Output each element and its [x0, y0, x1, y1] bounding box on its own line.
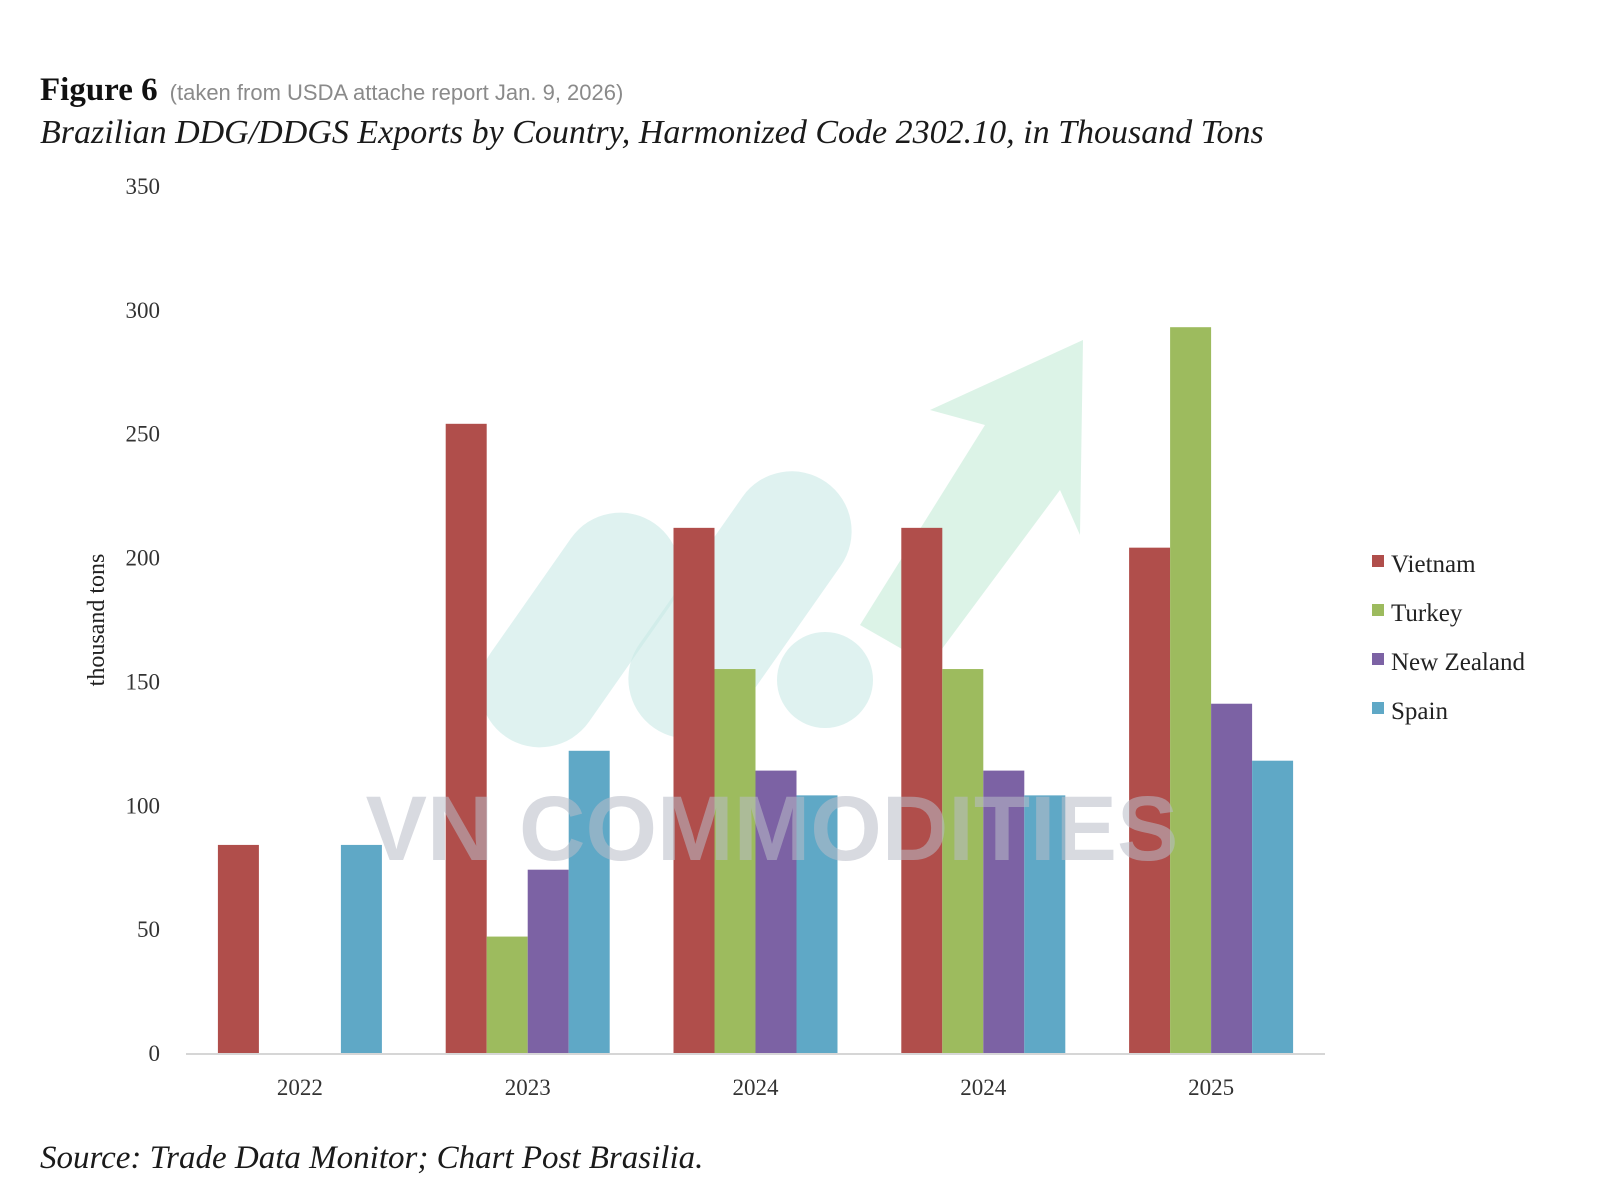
figure-note: (taken from USDA attache report Jan. 9, … — [169, 80, 624, 105]
x-tick-label: 2022 — [277, 1075, 323, 1100]
legend-swatch-spain — [1372, 702, 1384, 714]
legend-label-new-zealand: New Zealand — [1391, 649, 1525, 676]
bar-vietnam-2025-4 — [1129, 547, 1171, 1053]
bar-spain-2022-0 — [340, 844, 382, 1053]
legend-swatch-turkey — [1372, 604, 1384, 616]
y-tick-label: 50 — [137, 917, 160, 942]
legend: Vietnam Turkey New Zealand Spain — [1372, 551, 1525, 725]
legend-label-spain: Spain — [1391, 698, 1448, 725]
watermark-dot — [777, 632, 873, 728]
bar-vietnam-2024-2 — [673, 527, 715, 1053]
bar-turkey-2025-4 — [1170, 327, 1212, 1053]
source-note: Source: Trade Data Monitor; Chart Post B… — [40, 1140, 704, 1176]
y-tick-label: 350 — [126, 174, 161, 199]
x-axis-ticks: 2022 2023 2024 2024 2025 — [277, 1075, 1234, 1100]
legend-label-vietnam: Vietnam — [1391, 551, 1476, 578]
bar-new-zealand-2024-3 — [983, 770, 1025, 1053]
bar-new-zealand-2024-2 — [755, 770, 797, 1053]
x-tick-label: 2024 — [960, 1075, 1007, 1100]
y-tick-label: 150 — [126, 669, 161, 694]
x-tick-label: 2023 — [505, 1075, 551, 1100]
bar-vietnam-2023-1 — [445, 423, 487, 1053]
bar-spain-2024-3 — [1024, 795, 1066, 1053]
bar-vietnam-2024-3 — [901, 527, 943, 1053]
watermark-arrow-icon — [860, 340, 1083, 665]
bar-spain-2024-2 — [796, 795, 838, 1053]
bar-vietnam-2022-0 — [217, 844, 259, 1053]
bar-new-zealand-2025-4 — [1211, 703, 1253, 1053]
figure-header: Figure 6 (taken from USDA attache report… — [40, 72, 623, 109]
watermark-stroke-1 — [479, 512, 681, 748]
y-tick-label: 100 — [126, 793, 161, 818]
y-tick-label: 300 — [126, 298, 161, 323]
y-axis-ticks: 0 50 100 150 200 250 300 350 — [126, 174, 161, 1066]
y-tick-label: 0 — [149, 1041, 161, 1066]
y-axis-label: thousand tons — [84, 554, 110, 687]
watermark-logo — [479, 340, 1083, 748]
y-tick-label: 250 — [126, 422, 161, 447]
bar-new-zealand-2023-1 — [527, 869, 569, 1053]
bar-turkey-2024-2 — [714, 669, 756, 1053]
bar-spain-2025-4 — [1252, 760, 1294, 1053]
bar-turkey-2024-3 — [942, 669, 984, 1053]
x-tick-label: 2024 — [733, 1075, 780, 1100]
figure-label: Figure 6 — [40, 72, 158, 108]
legend-label-turkey: Turkey — [1391, 600, 1463, 627]
watermark-text: VN COMMODITIES — [366, 778, 1179, 880]
legend-swatch-new-zealand — [1372, 653, 1384, 665]
legend-swatch-vietnam — [1372, 555, 1384, 567]
bars-layer — [217, 327, 1294, 1053]
y-tick-label: 200 — [126, 546, 161, 571]
x-tick-label: 2025 — [1188, 1075, 1234, 1100]
bar-spain-2023-1 — [568, 750, 610, 1053]
bar-turkey-2023-1 — [486, 936, 528, 1053]
chart-title: Brazilian DDG/DDGS Exports by Country, H… — [40, 114, 1264, 151]
